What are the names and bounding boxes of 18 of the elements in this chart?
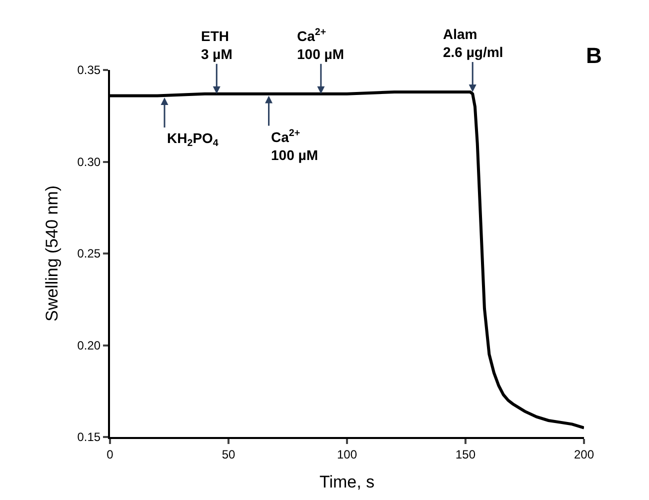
text: B [586, 43, 602, 68]
annotation: ETH 3 µM [201, 28, 232, 62]
y-axis-title: Swelling (540 nm) [42, 185, 62, 322]
y-tick-label: 0.15 [77, 430, 101, 444]
y-tick-label: 0.30 [77, 154, 101, 169]
x-tick-label: 50 [222, 447, 236, 462]
annotation: Alam 2.6 µg/ml [443, 26, 504, 60]
x-tick-label: 0 [106, 447, 114, 462]
x-tick-label: 150 [455, 447, 476, 462]
x-tick-label: 100 [336, 447, 358, 462]
x-axis-title: Time, s [319, 472, 375, 492]
annotation: KH$_{2}$PO$_{4}$ [167, 130, 219, 149]
y-tick-label: 0.25 [77, 246, 101, 261]
y-tick-label: 0.35 [77, 63, 101, 78]
annotation: Ca$^{2+}$ 100 µM [297, 27, 344, 62]
x-tick-label: 200 [574, 447, 594, 462]
y-tick-label: 0.20 [77, 338, 101, 352]
annotation: Ca$^{2+}$ 100 µM [271, 128, 318, 164]
